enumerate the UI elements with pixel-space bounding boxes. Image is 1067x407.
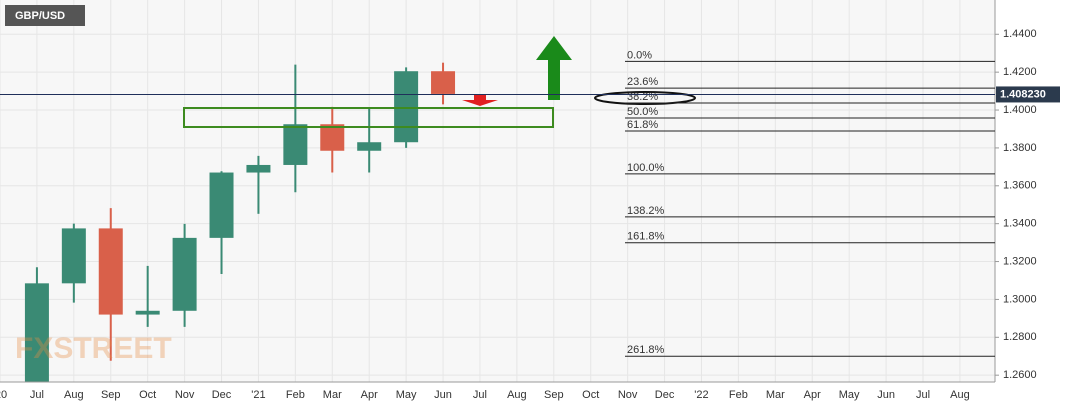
x-tick-label: Oct [582, 389, 599, 401]
support-zone [183, 107, 554, 128]
plot-background [0, 0, 995, 382]
x-tick-label: '20 [0, 389, 7, 401]
fib-label: 61.8% [627, 119, 658, 131]
y-tick-label: 1.2600 [1003, 369, 1037, 381]
fib-label: 0.0% [627, 49, 652, 61]
x-tick-label: Mar [766, 389, 785, 401]
y-tick-label: 1.3000 [1003, 293, 1037, 305]
candle-body [431, 71, 456, 94]
x-tick-label: Aug [507, 389, 527, 401]
x-tick-label: Dec [655, 389, 675, 401]
fib-label: 38.2% [627, 91, 658, 103]
fib-label: 50.0% [627, 106, 658, 118]
current-price-label: 1.408230 [1000, 88, 1046, 100]
candle-body [320, 124, 345, 151]
y-tick-label: 1.3400 [1003, 218, 1037, 230]
x-tick-label: Nov [618, 389, 638, 401]
x-tick-label: Feb [729, 389, 748, 401]
title-box [5, 5, 85, 26]
y-tick-label: 1.2800 [1003, 331, 1037, 343]
y-tick-label: 1.3200 [1003, 255, 1037, 267]
y-tick-label: 1.3800 [1003, 142, 1037, 154]
x-tick-label: Feb [286, 389, 305, 401]
fib-label: 138.2% [627, 205, 665, 217]
candle-body [209, 172, 234, 238]
watermark: FXSTREET [15, 332, 172, 365]
y-tick-label: 1.3600 [1003, 180, 1037, 192]
x-tick-label: Aug [64, 389, 84, 401]
x-tick-label: '22 [694, 389, 708, 401]
up-arrow [536, 36, 572, 100]
x-tick-label: Jun [877, 389, 895, 401]
x-tick-label: Aug [950, 389, 970, 401]
x-tick-label: Dec [212, 389, 232, 401]
x-tick-label: Mar [323, 389, 342, 401]
x-tick-label: Nov [175, 389, 195, 401]
x-tick-label: Apr [361, 389, 378, 401]
y-tick-label: 1.4400 [1003, 28, 1037, 40]
candle-body [357, 142, 382, 151]
y-tick-label: 1.4200 [1003, 66, 1037, 78]
x-tick-label: Sep [544, 389, 564, 401]
candle-body [394, 71, 419, 143]
candle-body [61, 228, 86, 284]
chart-title: GBP/USD [15, 10, 65, 22]
x-tick-label: '21 [251, 389, 265, 401]
x-tick-label: Jul [30, 389, 44, 401]
fib-label: 23.6% [627, 76, 658, 88]
candle-body [135, 310, 160, 315]
x-tick-label: Oct [139, 389, 156, 401]
x-tick-label: Jul [473, 389, 487, 401]
y-tick-label: 1.4000 [1003, 104, 1037, 116]
down-arrow [462, 94, 498, 106]
x-tick-label: Sep [101, 389, 121, 401]
fib-label: 261.8% [627, 344, 665, 356]
x-tick-label: May [839, 389, 860, 401]
current-price-box [996, 86, 1060, 103]
candle-body [98, 228, 123, 315]
candle-body [172, 237, 197, 311]
fib-label: 100.0% [627, 162, 665, 174]
candle-body [283, 124, 308, 165]
fib-label: 161.8% [627, 231, 665, 243]
x-tick-label: Apr [804, 389, 821, 401]
candle-body [246, 164, 271, 173]
ellipse-marker [594, 91, 696, 105]
x-tick-label: Jul [916, 389, 930, 401]
candle-body [24, 283, 49, 382]
annotations [183, 36, 696, 128]
x-tick-label: May [396, 389, 417, 401]
x-tick-label: Jun [434, 389, 452, 401]
